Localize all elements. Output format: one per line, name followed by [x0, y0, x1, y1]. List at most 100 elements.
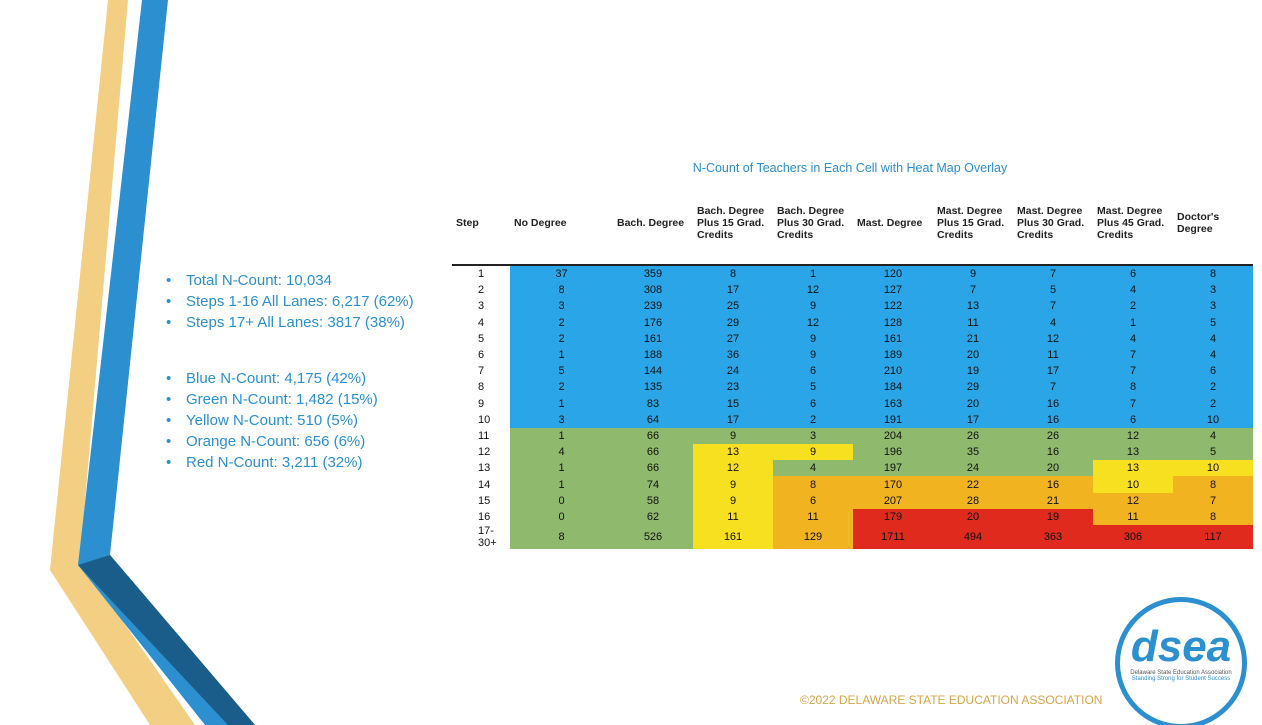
cell: 10 — [1093, 476, 1173, 493]
step-label: 11 — [478, 429, 490, 442]
cell: 127 — [853, 282, 933, 299]
cell: 2 — [510, 379, 613, 396]
cell: 10 — [1173, 460, 1253, 477]
cell: 6 — [1173, 363, 1253, 380]
cell: 170 — [853, 476, 933, 493]
cell: 20 — [933, 346, 1013, 364]
cell: 363 — [1013, 525, 1093, 549]
cell: 189 — [853, 346, 933, 364]
step-label: 12 — [478, 446, 491, 459]
cell: 1 — [510, 346, 613, 364]
cell: 3 — [773, 427, 853, 445]
cell: 161 — [613, 330, 693, 347]
cell: 2 — [510, 330, 613, 347]
logo-caption: Delaware State Education Association — [1130, 670, 1232, 676]
cell: 5 — [1173, 314, 1253, 331]
step-label: 1 — [478, 268, 485, 281]
step-label: 16 — [478, 510, 491, 523]
cell: 17 — [693, 411, 773, 428]
cell: 5 — [510, 363, 613, 380]
cell: 58 — [613, 492, 693, 509]
cell: 12 — [1013, 330, 1093, 347]
cell: 1 — [510, 395, 613, 412]
cell: 163 — [853, 395, 933, 412]
bullet: Blue N-Count: 4,175 (42%) — [170, 370, 378, 387]
cell: 16 — [1013, 411, 1093, 428]
cell: 196 — [853, 444, 933, 461]
column-header: Mast. Degree Plus 30 Grad. Credits — [1013, 182, 1093, 266]
cell: 3 — [1173, 282, 1253, 299]
cell: 308 — [613, 282, 693, 299]
cell: 12 — [1093, 492, 1173, 509]
cell: 129 — [773, 525, 853, 549]
cell: 13 — [693, 444, 773, 461]
cell: 16 — [1013, 395, 1093, 412]
cell: 21 — [933, 330, 1013, 347]
cell: 2 — [1173, 395, 1253, 412]
table-row: 8 2 135 23 5 184 29 7 8 2 — [452, 379, 1253, 396]
cell: 26 — [933, 427, 1013, 445]
cell: 17 — [1013, 363, 1093, 380]
cell: 7 — [1013, 298, 1093, 315]
cell: 4 — [1093, 330, 1173, 347]
table-row: 4 2 176 29 12 128 11 4 1 5 — [452, 314, 1253, 331]
cell: 5 — [773, 379, 853, 396]
cell: 6 — [773, 492, 853, 509]
logo-tagline: Standing Strong for Student Success — [1131, 676, 1231, 682]
cell: 191 — [853, 411, 933, 428]
column-header: Mast. Degree Plus 45 Grad. Credits — [1093, 182, 1173, 266]
column-header: Doctor's Degree — [1173, 182, 1253, 266]
cell: 4 — [510, 444, 613, 461]
cell: 17 — [693, 282, 773, 299]
cell: 122 — [853, 298, 933, 315]
table-row: 2 8 308 17 12 127 7 5 4 3 — [452, 282, 1253, 299]
cell: 66 — [613, 427, 693, 445]
cell: 4 — [773, 460, 853, 477]
table-title: N-Count of Teachers in Each Cell with He… — [692, 161, 1008, 175]
cell: 161 — [853, 330, 933, 347]
cell: 179 — [853, 508, 933, 525]
table-row: 12 4 66 13 9 196 35 16 13 5 — [452, 444, 1253, 461]
cell: 23 — [693, 379, 773, 396]
table-row: 16 0 62 11 11 179 20 19 11 8 — [452, 508, 1253, 525]
cell: 35 — [933, 444, 1013, 461]
table-row: 3 3 239 25 9 122 13 7 2 3 — [452, 298, 1253, 315]
table-row: 9 1 83 15 6 163 20 16 7 2 — [452, 395, 1253, 412]
bullet: Total N-Count: 10,034 — [170, 272, 414, 289]
cell: 7 — [1173, 492, 1253, 509]
cell: 128 — [853, 314, 933, 331]
cell: 66 — [613, 460, 693, 477]
cell: 27 — [693, 330, 773, 347]
cell: 7 — [1013, 265, 1093, 283]
cell: 161 — [693, 525, 773, 549]
step-label: 9 — [478, 397, 485, 410]
logo-mark: dsea — [1130, 622, 1232, 671]
cell: 13 — [1093, 444, 1173, 461]
cell: 19 — [1013, 508, 1093, 525]
table-row: 11 1 66 9 3 204 26 26 12 4 — [452, 427, 1253, 445]
cell: 4 — [1173, 427, 1253, 445]
cell: 1 — [510, 427, 613, 445]
cell: 9 — [693, 476, 773, 493]
cell: 5 — [1013, 282, 1093, 299]
cell: 20 — [933, 508, 1013, 525]
cell: 9 — [773, 330, 853, 347]
heat-map-table: Step No Degree Bach. Degree Bach. Degree Pl… — [452, 182, 1253, 549]
column-header: Bach. Degree — [613, 182, 693, 266]
cell: 8 — [1093, 379, 1173, 396]
cell: 6 — [1093, 265, 1173, 283]
cell: 13 — [933, 298, 1013, 315]
cell: 2 — [510, 314, 613, 331]
cell: 207 — [853, 492, 933, 509]
cell: 359 — [613, 265, 693, 283]
cell: 22 — [933, 476, 1013, 493]
cell: 8 — [1173, 508, 1253, 525]
step-label: 3 — [478, 300, 485, 313]
cell: 36 — [693, 346, 773, 364]
cell: 11 — [1093, 508, 1173, 525]
cell: 6 — [1093, 411, 1173, 428]
table-row: 7 5 144 24 6 210 19 17 7 6 — [452, 363, 1253, 380]
cell: 1711 — [853, 525, 933, 549]
cell: 12 — [693, 460, 773, 477]
